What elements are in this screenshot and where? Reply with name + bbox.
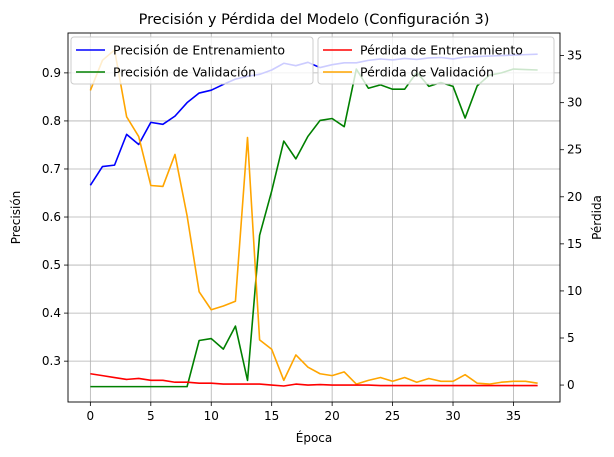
chart-title: Precisión y Pérdida del Modelo (Configur… bbox=[139, 12, 490, 28]
y-axis-left-label: Precisión bbox=[9, 191, 23, 245]
legend-left: Precisión de Entrenamiento Precisión de … bbox=[70, 36, 314, 85]
y-axis-right-label: Pérdida bbox=[590, 195, 604, 240]
x-axis-label: Época bbox=[296, 430, 333, 445]
legend-right: Pérdida de Entrenamiento Pérdida de Vali… bbox=[317, 36, 555, 85]
legend-left-box bbox=[70, 36, 314, 85]
y-right-tick-label: 25 bbox=[567, 143, 582, 157]
y-right-tick-label: 10 bbox=[567, 284, 582, 298]
series-line-2 bbox=[90, 372, 538, 387]
grid bbox=[68, 33, 560, 402]
y-right-tick-label: 20 bbox=[567, 190, 582, 204]
legend-label-loss-val: Pérdida de Validación bbox=[360, 65, 494, 80]
series-line-3 bbox=[89, 49, 538, 385]
x-tick-label: 15 bbox=[264, 409, 279, 423]
legend-right-box bbox=[317, 36, 555, 85]
x-tick-label: 25 bbox=[385, 409, 400, 423]
y-right-tick-label: 0 bbox=[567, 378, 575, 392]
legend-label-loss-train: Pérdida de Entrenamiento bbox=[360, 43, 523, 58]
y-left-tick-label: 0.4 bbox=[42, 306, 61, 320]
y-left-tick-label: 0.5 bbox=[42, 258, 61, 272]
legend-label-precision-train: Precisión de Entrenamiento bbox=[113, 43, 285, 58]
y-left-tick-label: 0.3 bbox=[42, 354, 61, 368]
y-left-tick-label: 0.8 bbox=[42, 114, 61, 128]
y-right-tick-label: 35 bbox=[567, 49, 582, 63]
y-left-tick-label: 0.9 bbox=[42, 66, 61, 80]
y-right-tick-label: 30 bbox=[567, 96, 582, 110]
x-tick-label: 10 bbox=[204, 409, 219, 423]
x-tick-label: 20 bbox=[324, 409, 339, 423]
y-right-tick-label: 15 bbox=[567, 237, 582, 251]
y-axis-left: 0.3 0.4 0.5 0.6 0.7 0.8 0.9 bbox=[42, 66, 68, 368]
y-axis-right: 0 5 10 15 20 25 30 35 bbox=[560, 49, 582, 392]
legend-label-precision-val: Precisión de Validación bbox=[113, 65, 256, 80]
y-left-tick-label: 0.6 bbox=[42, 210, 61, 224]
y-right-tick-label: 5 bbox=[567, 331, 575, 345]
x-tick-label: 30 bbox=[445, 409, 460, 423]
series-line-1 bbox=[90, 68, 538, 388]
x-tick-label: 0 bbox=[87, 409, 95, 423]
plot-frame bbox=[67, 32, 561, 403]
x-tick-label: 5 bbox=[147, 409, 155, 423]
x-tick-label: 35 bbox=[506, 409, 521, 423]
x-axis: 0 5 10 15 20 25 30 35 bbox=[87, 402, 521, 423]
y-left-tick-label: 0.7 bbox=[42, 162, 61, 176]
